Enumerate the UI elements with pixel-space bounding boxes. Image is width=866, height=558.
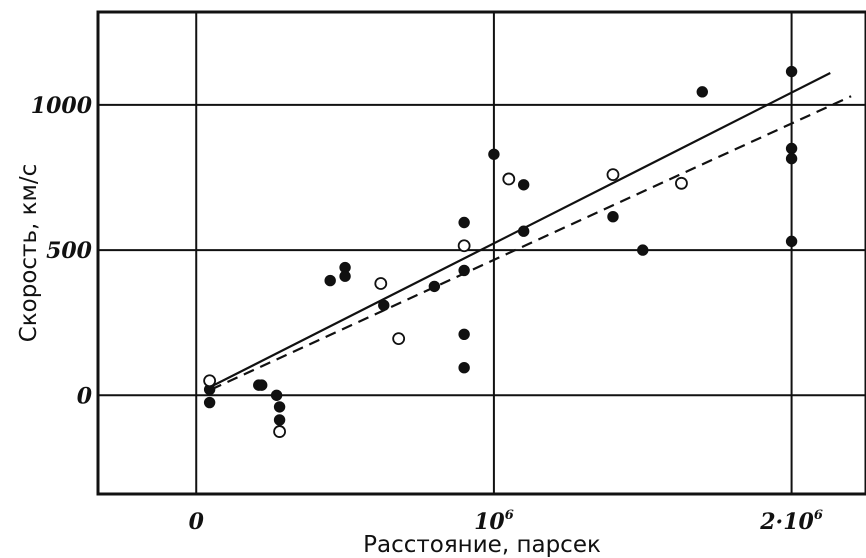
x-axis-title: Расстояние, парсек <box>363 532 601 558</box>
filled-point-4 <box>270 389 283 401</box>
tick-labels: 0 500 1000 0 106 2·106 <box>31 93 823 535</box>
x-tick-label-0: 0 <box>189 509 205 535</box>
filled-point-0 <box>203 396 216 409</box>
open-point-4 <box>457 239 471 253</box>
filled-point-19 <box>607 211 619 223</box>
fit-lines <box>210 71 852 391</box>
filled-point-17 <box>517 179 530 191</box>
open-point-0 <box>203 374 217 388</box>
filled-point-9 <box>339 270 351 282</box>
filled-point-15 <box>458 361 470 374</box>
open-point-2 <box>374 277 388 290</box>
y-tick-label-0: 0 <box>77 383 93 409</box>
grid <box>98 12 866 494</box>
filled-point-10 <box>378 299 390 311</box>
filled-point-5 <box>273 401 286 413</box>
filled-point-13 <box>458 264 470 277</box>
filled-point-20 <box>637 244 649 256</box>
plot-frame <box>96 10 866 496</box>
filled-point-25 <box>785 235 798 248</box>
filled-point-14 <box>458 328 470 341</box>
dashed-fit-line <box>210 95 852 391</box>
open-point-6 <box>606 168 620 182</box>
data-points <box>203 65 798 438</box>
filled-point-18 <box>517 225 530 237</box>
filled-point-7 <box>324 274 336 287</box>
y-tick-label-1: 500 <box>46 238 93 264</box>
y-tick-label-2: 1000 <box>31 93 93 119</box>
filled-point-23 <box>785 142 798 155</box>
filled-point-3 <box>256 379 268 391</box>
filled-point-16 <box>488 148 500 160</box>
open-point-5 <box>502 172 516 186</box>
open-point-1 <box>273 425 286 438</box>
x-tick-label-1: 106 <box>474 508 514 535</box>
filled-point-12 <box>458 216 470 229</box>
filled-point-24 <box>785 152 798 165</box>
x-tick-label-2: 2·106 <box>759 508 823 535</box>
y-axis-title: Скорость, км/с <box>16 164 42 343</box>
filled-point-11 <box>428 280 441 293</box>
filled-point-21 <box>696 86 708 98</box>
filled-point-22 <box>785 65 798 78</box>
open-point-3 <box>392 332 406 346</box>
open-point-7 <box>675 176 688 190</box>
filled-point-6 <box>273 414 286 426</box>
